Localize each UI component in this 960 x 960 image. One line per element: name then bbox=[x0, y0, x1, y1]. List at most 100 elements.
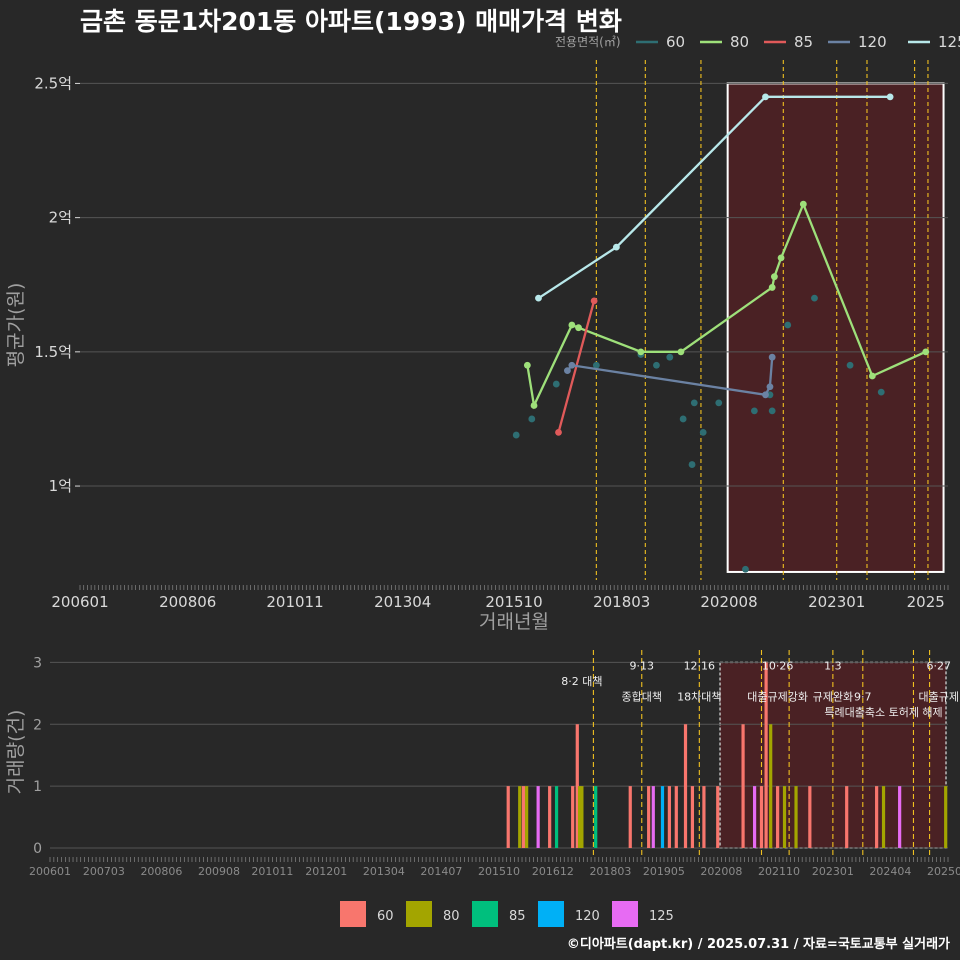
volume-xtick-label: 200703 bbox=[83, 865, 125, 878]
volume-ytick-label: 2 bbox=[33, 717, 42, 733]
volume-y-axis-title: 거래량(건) bbox=[5, 710, 27, 795]
volume-bar-60 bbox=[683, 724, 688, 848]
volume-bar-125 bbox=[898, 786, 902, 848]
policy-annotation: 9·7 bbox=[854, 690, 872, 703]
volume-bar-60 bbox=[575, 724, 579, 848]
policy-annotation: 종합대책 bbox=[622, 690, 662, 703]
price-ytick-label: 2억 bbox=[49, 209, 72, 227]
price-ytick-label: 1억 bbox=[49, 477, 72, 495]
volume-bar-125 bbox=[536, 786, 540, 848]
policy-annotation: 1·3 bbox=[824, 659, 842, 672]
volume-legend-label-80: 80 bbox=[443, 909, 460, 924]
volume-legend-label-60: 60 bbox=[377, 909, 394, 924]
legend-label-60: 60 bbox=[666, 33, 685, 51]
price-xtick-label: 201510 bbox=[485, 593, 542, 611]
price-point-80 bbox=[799, 200, 807, 208]
price-xtick-label: 202301 bbox=[808, 593, 865, 611]
price-xtick-label: 201803 bbox=[593, 593, 650, 611]
volume-xtick-label: 200806 bbox=[140, 865, 182, 878]
volume-bar-60 bbox=[521, 786, 526, 848]
price-xtick-label: 200601 bbox=[51, 593, 108, 611]
price-point-85 bbox=[555, 428, 562, 436]
policy-annotation: 10·26 bbox=[762, 659, 794, 672]
price-point-80 bbox=[530, 402, 538, 409]
price-point-125 bbox=[612, 243, 620, 251]
legend-label-120: 120 bbox=[858, 33, 887, 51]
price-point-60 bbox=[592, 361, 600, 369]
volume-bar-80 bbox=[518, 786, 522, 848]
price-point-80 bbox=[868, 372, 876, 380]
price-point-60 bbox=[750, 407, 758, 415]
volume-xtick-label: 202110 bbox=[758, 865, 800, 878]
legend-title: 전용면적(㎡) bbox=[555, 35, 621, 49]
price-point-120 bbox=[564, 367, 571, 375]
volume-xtick-label: 201803 bbox=[589, 865, 631, 878]
price-xtick-label: 2025 bbox=[907, 593, 945, 611]
volume-legend-key-120 bbox=[538, 901, 564, 927]
price-series-line-125 bbox=[537, 95, 891, 300]
volume-bar-60 bbox=[808, 786, 812, 848]
policy-annotation: 8·2 대책 bbox=[561, 675, 602, 688]
volume-bar-80 bbox=[577, 786, 582, 848]
price-xtick-label: 201304 bbox=[374, 593, 431, 611]
volume-legend-label-85: 85 bbox=[509, 909, 526, 924]
policy-annotation: 대출규제 bbox=[919, 690, 959, 703]
price-point-80 bbox=[768, 284, 776, 291]
volume-legend-label-120: 120 bbox=[575, 909, 600, 924]
price-y-axis-title: 평균가(원) bbox=[5, 283, 27, 368]
policy-annotation: 9·13 bbox=[630, 659, 655, 672]
volume-bar-120 bbox=[660, 786, 665, 848]
volume-xtick-label: 201407 bbox=[420, 865, 462, 878]
volume-bar-80 bbox=[769, 724, 773, 848]
volume-bar-60 bbox=[548, 786, 552, 848]
volume-xtick-label: 200601 bbox=[29, 865, 71, 878]
policy-annotation: 규제완화 bbox=[813, 690, 853, 703]
volume-bar-125 bbox=[752, 786, 757, 848]
volume-bar-60 bbox=[776, 786, 780, 848]
policy-annotation: 6·27 bbox=[927, 659, 952, 672]
price-point-60 bbox=[742, 565, 749, 573]
volume-legend-key-85 bbox=[472, 901, 498, 927]
price-point-120 bbox=[768, 353, 776, 361]
volume-legend-key-60 bbox=[340, 901, 366, 927]
volume-legend-key-80 bbox=[406, 901, 432, 927]
volume-bar-60 bbox=[571, 786, 575, 848]
volume-bar-80 bbox=[525, 786, 529, 848]
volume-bar-125 bbox=[651, 786, 655, 848]
volume-ytick-label: 0 bbox=[33, 841, 42, 857]
volume-legend-key-125 bbox=[612, 901, 638, 927]
price-highlight-box bbox=[726, 82, 945, 573]
price-point-125 bbox=[886, 93, 894, 101]
volume-xtick-label: 201011 bbox=[251, 865, 293, 878]
volume-bar-80 bbox=[794, 786, 798, 848]
price-point-80 bbox=[575, 324, 582, 332]
price-point-60 bbox=[552, 380, 560, 388]
legend-label-80: 80 bbox=[730, 33, 749, 51]
volume-bar-80 bbox=[782, 786, 787, 848]
policy-annotation: 특례대출축소 토허제 해제 bbox=[824, 705, 942, 719]
price-point-60 bbox=[679, 415, 687, 423]
credit-text: ©디아파트(dapt.kr) / 2025.07.31 / 자료=국토교통부 실… bbox=[567, 936, 950, 952]
chart-title: 금촌 동문1차201동 아파트(1993) 매매가격 변화 bbox=[80, 7, 622, 36]
volume-bar-85 bbox=[554, 786, 559, 848]
price-point-60 bbox=[512, 431, 520, 439]
volume-xtick-label: 201510 bbox=[478, 865, 520, 878]
price-point-80 bbox=[523, 361, 531, 369]
price-point-60 bbox=[877, 388, 885, 396]
volume-xtick-label: 201905 bbox=[643, 865, 685, 878]
price-point-60 bbox=[688, 461, 696, 468]
volume-xtick-label: 202008 bbox=[700, 865, 742, 878]
price-point-120 bbox=[762, 391, 769, 399]
price-xtick-label: 202008 bbox=[700, 593, 757, 611]
volume-ytick-label: 3 bbox=[33, 655, 42, 671]
price-point-80 bbox=[771, 273, 778, 281]
policy-annotation: 18차대책 bbox=[677, 690, 721, 703]
price-point-80 bbox=[568, 321, 576, 329]
volume-bar-60 bbox=[759, 786, 764, 848]
volume-bar-60 bbox=[690, 786, 695, 848]
price-point-60 bbox=[715, 399, 723, 407]
volume-xtick-label: 202301 bbox=[812, 865, 854, 878]
price-series-line-80 bbox=[526, 201, 927, 410]
volume-bar-60 bbox=[875, 786, 879, 848]
